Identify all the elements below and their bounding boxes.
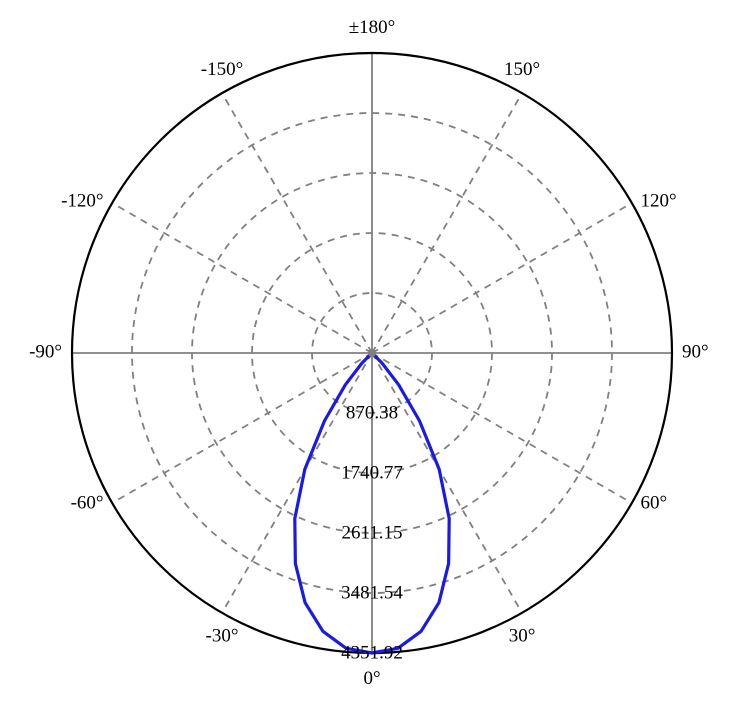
ring-label: 2611.15	[341, 522, 402, 543]
ring-label: 1740.77	[341, 462, 403, 483]
angle-label: 0°	[363, 668, 380, 689]
angle-label: 90°	[682, 341, 709, 362]
angle-label: -150°	[201, 59, 243, 80]
angle-label: -30°	[206, 626, 239, 647]
center-dot	[368, 349, 376, 357]
ring-label: 4351.92	[341, 642, 403, 663]
angle-label: -120°	[61, 190, 103, 211]
angle-label: ±180°	[349, 17, 396, 38]
polar-chart-svg: 870.38 1740.77 2611.15 3481.54 4351.92 0° 30° 6…	[0, 0, 745, 707]
ring-label: 870.38	[346, 402, 398, 423]
angle-label: 120°	[640, 190, 676, 211]
angle-label: 30°	[509, 626, 536, 647]
angle-label: -60°	[71, 492, 104, 513]
ring-label: 3481.54	[341, 582, 403, 603]
angle-label: -90°	[29, 341, 62, 362]
polar-chart: 870.38 1740.77 2611.15 3481.54 4351.92 0° 30° 6…	[0, 0, 745, 707]
angle-label: 60°	[640, 492, 667, 513]
angle-label: 150°	[504, 59, 540, 80]
